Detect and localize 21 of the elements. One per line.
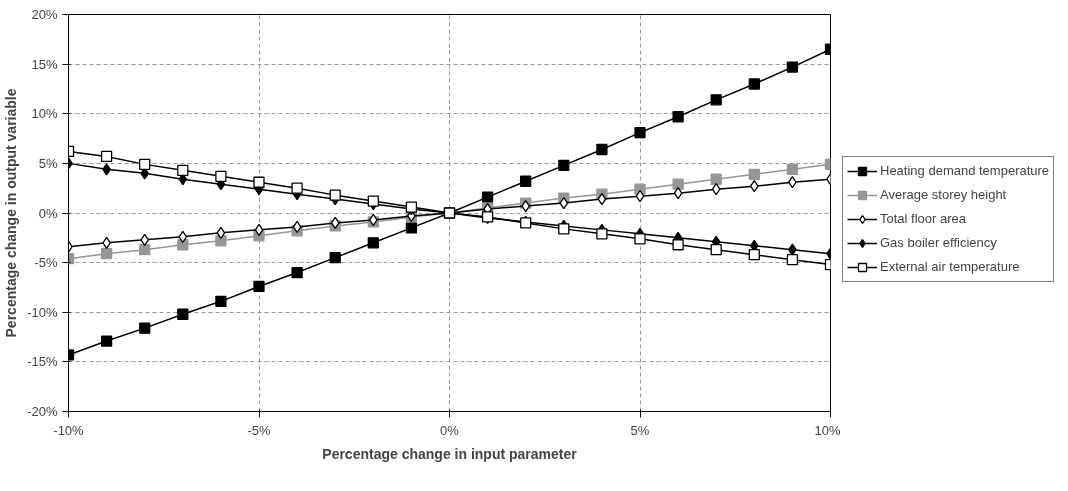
x-tick-label: 5% <box>630 422 650 438</box>
legend-label: External air temperature <box>880 258 1020 276</box>
y-tick-label: -15% <box>27 354 58 370</box>
y-tick-label: 15% <box>31 56 58 72</box>
legend-label: Average storey height <box>880 186 1007 204</box>
x-tick-label: -10% <box>53 422 85 438</box>
x-tick-label: -5% <box>247 422 271 438</box>
y-tick-label: -10% <box>27 304 58 320</box>
legend-label: Total floor area <box>880 210 966 228</box>
x-axis-title: Percentage change in input parameter <box>322 445 578 462</box>
x-tick-label: 0% <box>440 422 460 438</box>
legend-label: Gas boiler efficiency <box>880 234 997 252</box>
x-tick-label: 10% <box>814 422 841 438</box>
legend-label: Heating demand temperature <box>880 162 1050 180</box>
y-tick-label: 0% <box>38 205 58 221</box>
y-axis-title: Percentage change in output variable <box>3 88 20 338</box>
y-tick-label: 5% <box>38 155 58 171</box>
y-tick-label: 20% <box>31 7 58 22</box>
y-tick-label: -5% <box>34 255 58 271</box>
y-tick-label: -20% <box>27 404 58 419</box>
y-tick-label: 10% <box>31 106 58 122</box>
